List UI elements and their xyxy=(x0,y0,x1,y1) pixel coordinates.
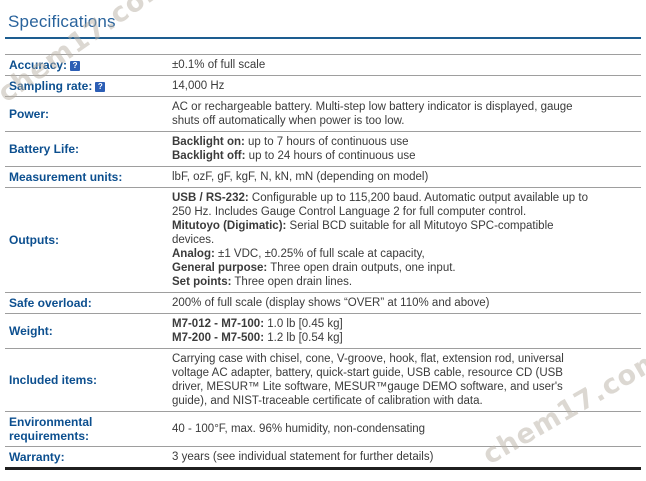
title-underline xyxy=(5,37,641,39)
spec-label-environmental-requirements: Environmental requirements: xyxy=(5,415,172,443)
spec-row-weight: Weight: M7-012 - M7-100: 1.0 lb [0.45 kg]… xyxy=(5,314,641,349)
spec-label-text: Power: xyxy=(9,107,50,121)
spec-label-safe-overload: Safe overload: xyxy=(5,296,172,310)
spec-value-line: ±0.1% of full scale xyxy=(172,59,266,71)
spec-value-warranty: 3 years (see individual statement for fu… xyxy=(172,450,641,464)
spec-label-text: Sampling rate: xyxy=(9,79,93,93)
specifications-table: Accuracy:? ±0.1% of full scale Sampling ra… xyxy=(5,54,641,470)
spec-label-accuracy: Accuracy:? xyxy=(5,58,172,72)
page-title: Specifications xyxy=(8,12,116,31)
spec-value-power: AC or rechargeable battery. Multi-step l… xyxy=(172,100,641,128)
spec-value-line: devices. xyxy=(172,234,215,246)
spec-value-outputs: USB / RS-232: Configurable up to 115,200… xyxy=(172,191,641,289)
spec-row-measurement-units: Measurement units: lbF, ozF, gF, kgF, N, … xyxy=(5,167,641,188)
spec-value-line: General purpose: Three open drain output… xyxy=(172,262,456,274)
spec-label-sampling-rate: Sampling rate:? xyxy=(5,79,172,93)
spec-row-battery-life: Battery Life: Backlight on: up to 7 hours… xyxy=(5,132,641,167)
spec-label-outputs: Outputs: xyxy=(5,233,172,247)
spec-value-line: Set points: Three open drain lines. xyxy=(172,276,353,288)
spec-value-line: Analog: ±1 VDC, ±0.25% of full scale at … xyxy=(172,248,425,260)
spec-value-sampling-rate: 14,000 Hz xyxy=(172,79,641,93)
spec-value-measurement-units: lbF, ozF, gF, kgF, N, kN, mN (depending … xyxy=(172,170,641,184)
spec-value-line: Backlight on: up to 7 hours of continuou… xyxy=(172,136,409,148)
spec-value-line: Backlight off: up to 24 hours of continu… xyxy=(172,150,416,162)
spec-row-included-items: Included items: Carrying case with chisel… xyxy=(5,349,641,412)
spec-row-safe-overload: Safe overload: 200% of full scale (displa… xyxy=(5,293,641,314)
spec-label-battery-life: Battery Life: xyxy=(5,142,172,156)
spec-value-line: Carrying case with chisel, cone, V-groov… xyxy=(172,353,564,365)
spec-value-line: Mitutoyo (Digimatic): Serial BCD suitabl… xyxy=(172,220,554,232)
spec-label-text: Weight: xyxy=(9,324,53,338)
spec-value-line: 40 - 100°F, max. 96% humidity, non-conde… xyxy=(172,423,426,435)
spec-row-outputs: Outputs: USB / RS-232: Configurable up to… xyxy=(5,188,641,293)
spec-label-text: Environmental requirements: xyxy=(9,415,93,443)
spec-value-line: M7-012 - M7-100: 1.0 lb [0.45 kg] xyxy=(172,318,343,330)
spec-row-warranty: Warranty: 3 years (see individual stateme… xyxy=(5,447,641,467)
spec-label-included-items: Included items: xyxy=(5,373,172,387)
spec-value-weight: M7-012 - M7-100: 1.0 lb [0.45 kg] M7-200 … xyxy=(172,317,641,345)
spec-row-power: Power: AC or rechargeable battery. Multi-… xyxy=(5,97,641,132)
help-icon[interactable]: ? xyxy=(70,61,81,71)
spec-label-power: Power: xyxy=(5,107,172,121)
spec-label-text: Safe overload: xyxy=(9,296,92,310)
spec-value-included-items: Carrying case with chisel, cone, V-groov… xyxy=(172,352,641,408)
spec-value-line: 14,000 Hz xyxy=(172,80,225,92)
spec-value-line: voltage AC adapter, battery, quick-start… xyxy=(172,367,563,379)
spec-label-text: Measurement units: xyxy=(9,170,123,184)
spec-label-text: Outputs: xyxy=(9,233,59,247)
spec-value-line: shuts off automatically when power is to… xyxy=(172,115,405,127)
spec-value-safe-overload: 200% of full scale (display shows “OVER”… xyxy=(172,296,641,310)
spec-value-line: AC or rechargeable battery. Multi-step l… xyxy=(172,101,573,113)
spec-row-sampling-rate: Sampling rate:? 14,000 Hz xyxy=(5,76,641,97)
spec-value-accuracy: ±0.1% of full scale xyxy=(172,58,641,72)
spec-row-accuracy: Accuracy:? ±0.1% of full scale xyxy=(5,55,641,76)
spec-value-line: USB / RS-232: Configurable up to 115,200… xyxy=(172,192,588,204)
spec-value-line: 250 Hz. Includes Gauge Control Language … xyxy=(172,206,527,218)
spec-value-environmental-requirements: 40 - 100°F, max. 96% humidity, non-conde… xyxy=(172,422,641,436)
spec-label-text: Warranty: xyxy=(9,450,65,464)
spec-label-text: Battery Life: xyxy=(9,142,80,156)
spec-label-text: Accuracy: xyxy=(9,58,68,72)
help-icon[interactable]: ? xyxy=(95,82,106,92)
spec-label-measurement-units: Measurement units: xyxy=(5,170,172,184)
spec-label-weight: Weight: xyxy=(5,324,172,338)
spec-value-line: guide), and NIST-traceable certificate o… xyxy=(172,395,483,407)
spec-value-battery-life: Backlight on: up to 7 hours of continuou… xyxy=(172,135,641,163)
spec-row-environmental-requirements: Environmental requirements: 40 - 100°F, m… xyxy=(5,412,641,447)
spec-value-line: driver, MESUR™ Lite software, MESUR™gaug… xyxy=(172,381,563,393)
spec-label-warranty: Warranty: xyxy=(5,450,172,464)
spec-label-text: Included items: xyxy=(9,373,98,387)
spec-value-line: M7-200 - M7-500: 1.2 lb [0.54 kg] xyxy=(172,332,343,344)
spec-value-line: 3 years (see individual statement for fu… xyxy=(172,451,434,463)
spec-value-line: 200% of full scale (display shows “OVER”… xyxy=(172,297,490,309)
spec-value-line: lbF, ozF, gF, kgF, N, kN, mN (depending … xyxy=(172,171,429,183)
